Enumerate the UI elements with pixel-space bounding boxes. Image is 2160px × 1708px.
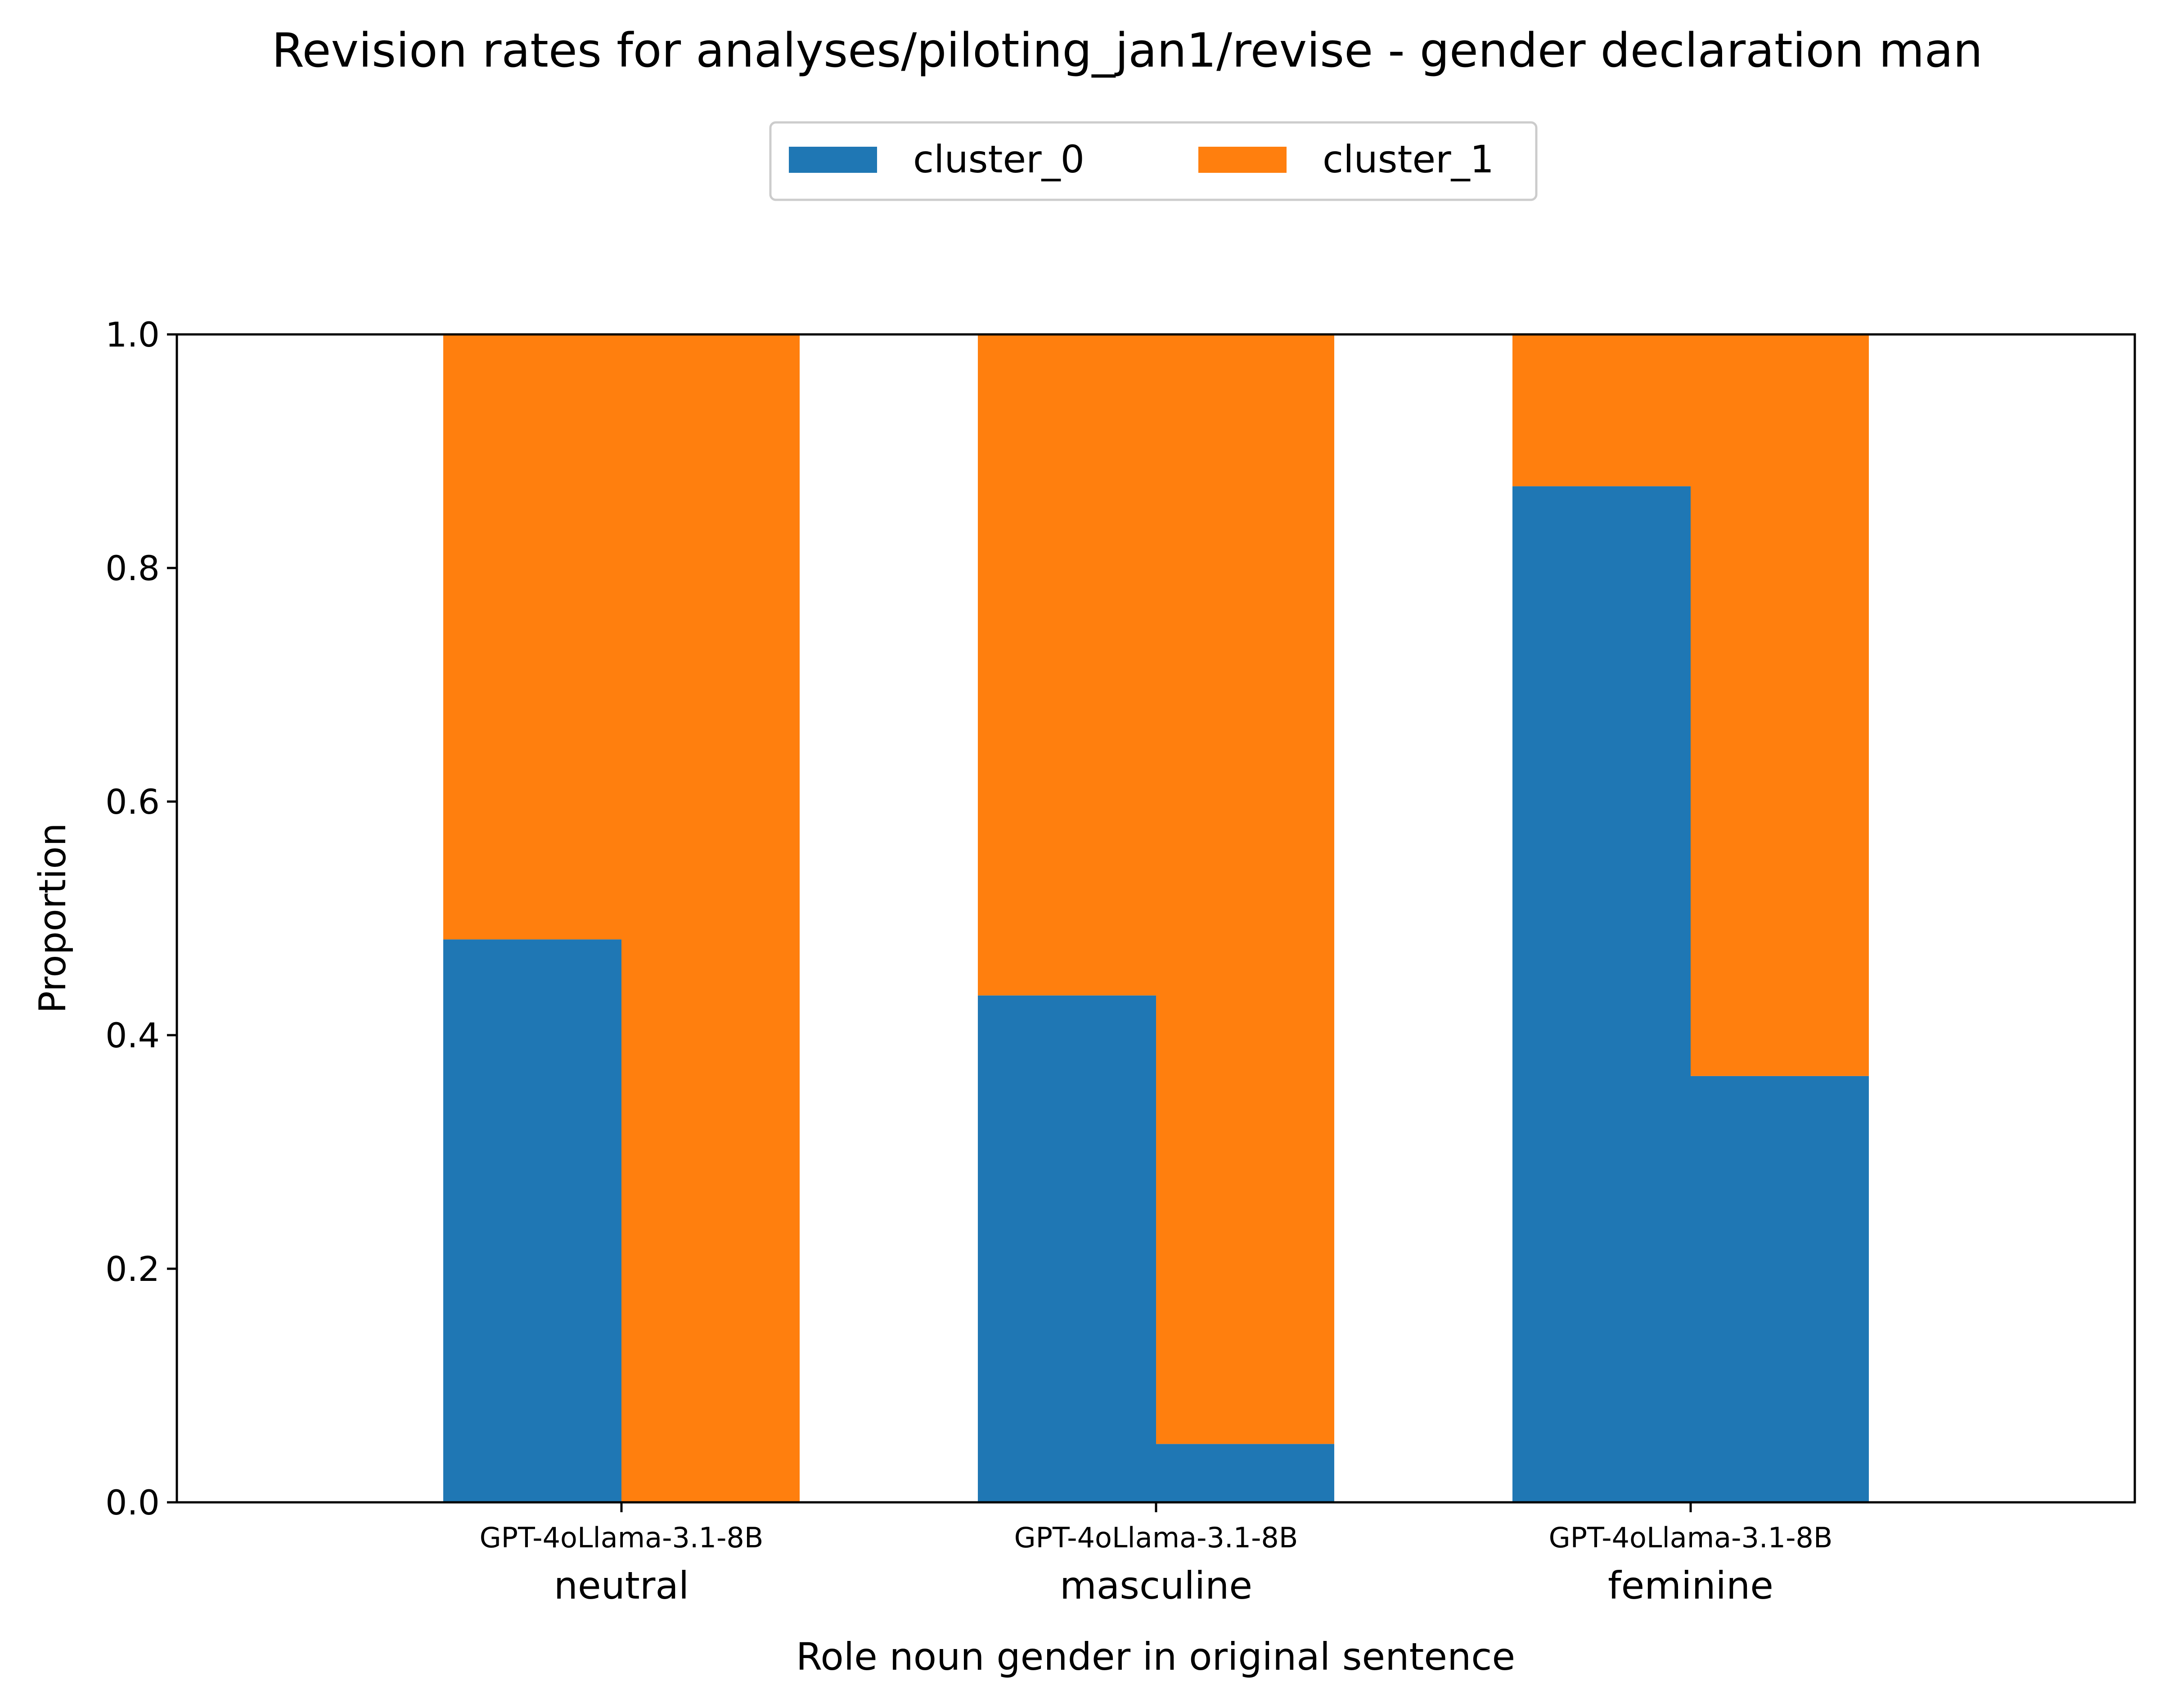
bar-feminine-llama-3.1-8b-cluster-1 bbox=[1691, 334, 1869, 1076]
chart-title: Revision rates for analyses/piloting_jan… bbox=[272, 23, 1983, 78]
legend-swatch-cluster-1 bbox=[1198, 147, 1287, 173]
y-tick-label: 0.6 bbox=[105, 782, 160, 822]
bar-masculine-gpt-4o-cluster-1 bbox=[978, 334, 1156, 996]
bar-feminine-gpt-4o-cluster-0 bbox=[1512, 486, 1691, 1502]
legend-swatch-cluster-0 bbox=[789, 147, 877, 173]
x-group-label-masculine: masculine bbox=[1060, 1564, 1252, 1608]
bar-masculine-llama-3.1-8b-cluster-1 bbox=[1156, 334, 1334, 1444]
x-axis-label: Role noun gender in original sentence bbox=[796, 1635, 1515, 1679]
legend: cluster_0 cluster_1 bbox=[769, 121, 1538, 201]
bar-neutral-llama-3.1-8b-cluster-1 bbox=[621, 334, 800, 1502]
bar-neutral-gpt-4o-cluster-1 bbox=[443, 334, 621, 940]
y-tick-label: 0.0 bbox=[105, 1483, 160, 1523]
y-axis-label: Proportion bbox=[32, 823, 74, 1013]
bar-masculine-gpt-4o-cluster-0 bbox=[978, 995, 1156, 1502]
y-tick-label: 0.2 bbox=[105, 1249, 160, 1289]
y-tick-label: 1.0 bbox=[105, 315, 160, 355]
x-sublabel-models: GPT-4oLlama-3.1-8B bbox=[1549, 1521, 1833, 1554]
y-tick-label: 0.8 bbox=[105, 548, 160, 588]
legend-label-cluster-1: cluster_1 bbox=[1323, 137, 1494, 181]
axes-frame bbox=[176, 333, 2136, 1504]
bar-neutral-gpt-4o-cluster-0 bbox=[443, 939, 621, 1502]
x-axis: GPT-4oLlama-3.1-8B neutral GPT-4oLlama-3.1… bbox=[480, 1502, 1833, 1608]
x-group-label-feminine: feminine bbox=[1608, 1564, 1773, 1608]
legend-label-cluster-0: cluster_0 bbox=[913, 137, 1084, 181]
bar-feminine-gpt-4o-cluster-1 bbox=[1512, 334, 1691, 487]
x-sublabel-models: GPT-4oLlama-3.1-8B bbox=[1014, 1521, 1298, 1554]
y-axis: 0.0 0.2 0.4 0.6 0.8 1.0 bbox=[105, 315, 177, 1523]
x-group-label-neutral: neutral bbox=[554, 1564, 689, 1608]
bar-masculine-llama-3.1-8b-cluster-0 bbox=[1156, 1444, 1334, 1502]
y-tick-label: 0.4 bbox=[105, 1015, 160, 1055]
legend-frame bbox=[769, 121, 1538, 201]
plot-area bbox=[443, 334, 1869, 1502]
x-sublabel-models: GPT-4oLlama-3.1-8B bbox=[480, 1521, 764, 1554]
bar-feminine-llama-3.1-8b-cluster-0 bbox=[1691, 1076, 1869, 1502]
